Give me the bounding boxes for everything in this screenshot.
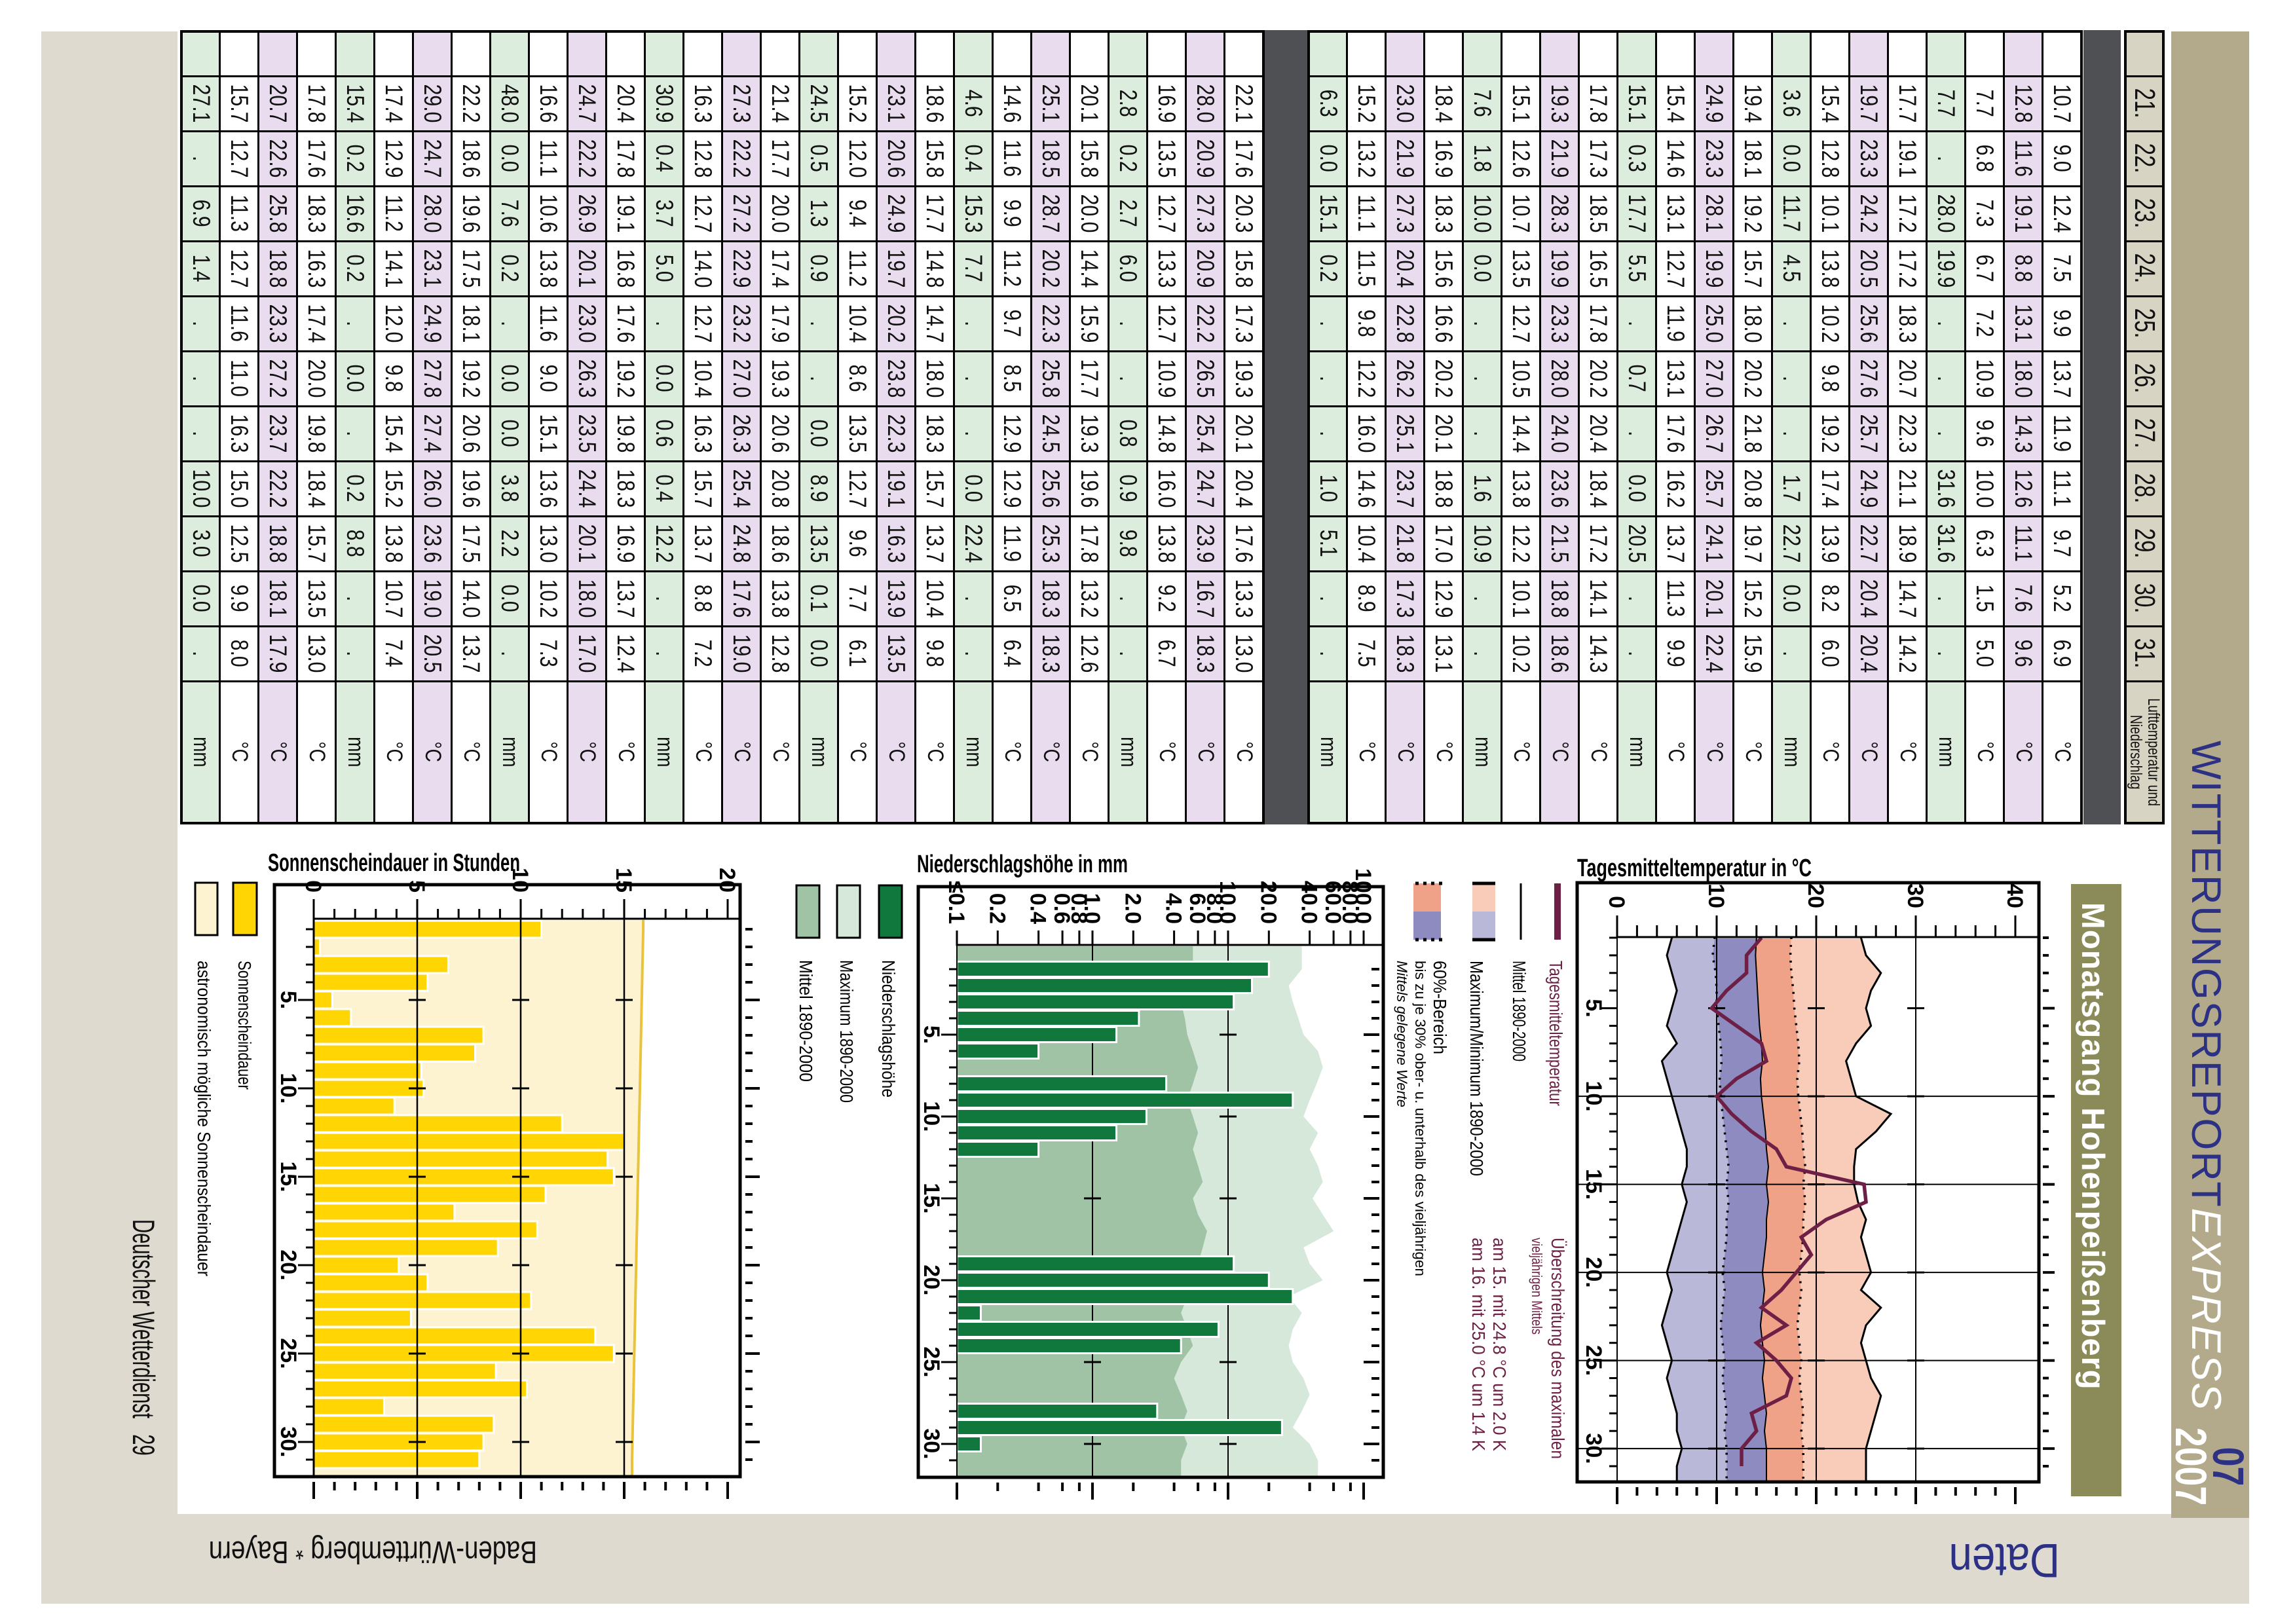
svg-text:20.: 20. <box>919 1264 944 1295</box>
svg-text:Niederschlagshöhe in mm: Niederschlagshöhe in mm <box>917 851 1128 878</box>
svg-text:Niederschlagshöhe: Niederschlagshöhe <box>878 960 899 1098</box>
svg-text:15.: 15. <box>276 1161 301 1192</box>
svg-text:0: 0 <box>1604 896 1629 908</box>
svg-text:8.0: 8.0 <box>1202 893 1227 924</box>
svg-text:0.2: 0.2 <box>984 893 1009 924</box>
svg-text:30.: 30. <box>919 1428 944 1459</box>
svg-text:30.: 30. <box>276 1426 301 1457</box>
svg-text:20: 20 <box>1803 883 1828 908</box>
svg-text:Mittel 1890-2000: Mittel 1890-2000 <box>796 960 816 1082</box>
svg-text:0: 0 <box>301 880 326 893</box>
svg-text:0.6: 0.6 <box>1049 893 1074 924</box>
svg-text:20.: 20. <box>1581 1257 1606 1287</box>
svg-text:1.0: 1.0 <box>1079 893 1104 924</box>
svg-text:Sonnenscheindauer in Stunden: Sonnenscheindauer in Stunden <box>268 849 520 877</box>
svg-text:am 15. mit 24.8 °C um 2.0 K: am 15. mit 24.8 °C um 2.0 K <box>1489 1238 1510 1451</box>
svg-text:Mittels gelegene Werte: Mittels gelegene Werte <box>1394 961 1410 1107</box>
svg-text:5.: 5. <box>1581 999 1606 1017</box>
svg-text:am 16. mit 25.0 °C um 1.4 K: am 16. mit 25.0 °C um 1.4 K <box>1468 1238 1489 1451</box>
svg-text:25.: 25. <box>276 1338 301 1369</box>
svg-text:Maximum/Minimum 1890-2000: Maximum/Minimum 1890-2000 <box>1466 961 1487 1176</box>
svg-text:bis zu je 30% ober- u. unterha: bis zu je 30% ober- u. unterhalb des vie… <box>1412 961 1428 1276</box>
svg-text:30: 30 <box>1903 883 1928 908</box>
svg-text:20.: 20. <box>276 1249 301 1280</box>
svg-text:60%-Bereich: 60%-Bereich <box>1430 961 1450 1054</box>
svg-text:30.: 30. <box>1581 1433 1606 1464</box>
svg-text:2.0: 2.0 <box>1120 893 1145 924</box>
svg-text:5: 5 <box>404 880 429 893</box>
svg-text:5.: 5. <box>276 991 301 1009</box>
svg-text:Tagesmitteltemperatur: Tagesmitteltemperatur <box>1546 961 1566 1106</box>
svg-text:vieljährigen Mittels: vieljährigen Mittels <box>1529 1238 1545 1335</box>
svg-text:Mittel 1890-2000: Mittel 1890-2000 <box>1509 961 1529 1061</box>
svg-text:100.0: 100.0 <box>1351 868 1375 924</box>
svg-text:6.0: 6.0 <box>1185 893 1210 924</box>
svg-text:0.4: 0.4 <box>1026 893 1051 924</box>
svg-text:4.0: 4.0 <box>1161 893 1186 924</box>
svg-text:40: 40 <box>2002 883 2027 908</box>
svg-text:5.: 5. <box>919 1025 944 1044</box>
svg-text:Tagesmitteltemperatur in °C: Tagesmitteltemperatur in °C <box>1577 855 1812 882</box>
svg-text:10: 10 <box>508 868 532 893</box>
svg-text:15.: 15. <box>919 1183 944 1213</box>
svg-text:0.8: 0.8 <box>1066 893 1091 924</box>
svg-text:25.: 25. <box>1581 1345 1606 1376</box>
svg-text:15: 15 <box>611 868 636 893</box>
svg-text:15.: 15. <box>1581 1169 1606 1200</box>
svg-text:10.: 10. <box>1581 1080 1606 1111</box>
svg-text:25.: 25. <box>919 1346 944 1377</box>
svg-text:Sonnenscheindauer: Sonnenscheindauer <box>234 961 255 1090</box>
svg-text:Maximum 1890-2000: Maximum 1890-2000 <box>836 960 857 1103</box>
svg-text:10: 10 <box>1704 883 1728 908</box>
svg-text:20: 20 <box>715 868 739 893</box>
svg-text:astronomisch mögliche Sonnensc: astronomisch mögliche Sonnenscheindauer <box>194 961 214 1276</box>
svg-text:10.: 10. <box>919 1101 944 1132</box>
svg-text:10.: 10. <box>276 1073 301 1103</box>
svg-text:Überschreitung des maximalen: Überschreitung des maximalen <box>1548 1238 1568 1459</box>
